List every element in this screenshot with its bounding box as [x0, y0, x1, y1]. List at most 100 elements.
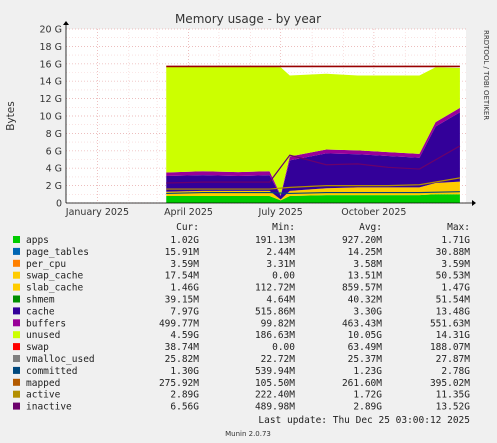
legend-swatch-active: [13, 390, 20, 398]
legend-max-value: 11.35G: [436, 390, 471, 401]
legend-avg-value: 1.23G: [353, 366, 382, 377]
legend-swatch-shmem: [13, 295, 20, 303]
y-tick-label: 16 G: [40, 59, 62, 70]
legend-min-value: 539.94M: [255, 366, 295, 377]
legend-swatch-swap: [13, 343, 20, 351]
legend-max-value: 1.47G: [441, 283, 470, 294]
legend-avg-value: 14.25M: [348, 247, 383, 258]
legend-max-value: 2.78G: [441, 366, 470, 377]
legend-min-value: 515.86M: [255, 306, 295, 317]
legend-header-min: Min:: [272, 222, 295, 233]
legend-swatch-apps: [13, 236, 20, 243]
legend-swatch-vmalloc-used: [13, 355, 20, 362]
y-tick-label: 2 G: [46, 181, 62, 192]
legend-cur-value: 2.89G: [170, 390, 199, 401]
y-tick-label: 0: [56, 199, 62, 210]
legend-cur-value: 3.59M: [170, 259, 199, 270]
legend-swatch-mapped: [13, 378, 20, 386]
legend-avg-value: 10.05G: [348, 330, 383, 341]
legend-min-value: 0.00: [272, 342, 295, 353]
legend: Cur: Min: Avg: Max:apps 1.02G 191.13M 927.20M 1…: [13, 222, 470, 413]
area-slab-cache: [166, 181, 460, 201]
legend-max-value: 50.53M: [436, 271, 471, 282]
legend-name: mapped: [26, 378, 60, 389]
legend-name: per_cpu: [26, 259, 66, 270]
legend-cur-value: 275.92M: [159, 378, 199, 389]
legend-name: swap_cache: [26, 271, 83, 282]
tick-labels: 0 2 G 4 G 6 G 8 G 10 G 12 G 14 G 16 G 18 G 20 G Jan…: [40, 25, 407, 219]
legend-name: apps: [26, 235, 49, 246]
legend-header-avg: Avg:: [359, 222, 382, 233]
line-series: [166, 65, 461, 195]
legend-cur-value: 38.74M: [165, 342, 200, 353]
chart-title: Memory usage - by year: [175, 12, 321, 26]
legend-cur-value: 4.59G: [170, 330, 199, 341]
area-buffers: [166, 107, 460, 197]
y-tick-label: 8 G: [46, 129, 62, 140]
x-tick-label: January 2025: [65, 207, 129, 218]
y-tick-label: 18 G: [40, 42, 62, 53]
legend-max-value: 551.63M: [430, 318, 470, 329]
legend-cur-value: 1.46G: [170, 283, 199, 294]
legend-cur-value: 1.02G: [170, 235, 199, 246]
legend-avg-value: 261.60M: [342, 378, 382, 389]
legend-name: unused: [26, 330, 60, 341]
legend-cur-value: 15.91M: [165, 247, 200, 258]
legend-swatch-buffers: [13, 319, 20, 327]
legend-max-value: 13.52G: [436, 402, 471, 413]
y-axis-label: Bytes: [5, 101, 17, 130]
area-cache: [166, 112, 460, 200]
legend-name: cache: [26, 306, 55, 317]
legend-min-value: 3.31M: [266, 259, 295, 270]
legend-swatch-unused: [13, 331, 20, 339]
y-tick-label: 20 G: [40, 25, 62, 36]
legend-name: shmem: [26, 295, 55, 306]
x-tick-label: October 2025: [341, 207, 406, 218]
area-unused: [166, 66, 460, 196]
legend-max-value: 13.48G: [436, 306, 471, 317]
legend-swatch-inactive: [13, 402, 20, 410]
legend-name: inactive: [26, 402, 72, 413]
axes: [63, 21, 476, 206]
legend-name: page_tables: [26, 247, 89, 258]
legend-min-value: 186.63M: [255, 330, 295, 341]
legend-avg-value: 463.43M: [342, 318, 382, 329]
x-tick-label: July 2025: [258, 207, 303, 218]
y-tick-label: 10 G: [40, 112, 62, 123]
legend-min-value: 191.13M: [255, 235, 295, 246]
legend-cur-value: 39.15M: [165, 295, 200, 306]
legend-max-value: 1.71G: [441, 235, 470, 246]
legend-name: slab_cache: [26, 283, 83, 294]
legend-name: committed: [26, 366, 77, 377]
last-update: Last update: Thu Dec 25 03:00:12 2025: [258, 415, 470, 426]
y-axis-arrow: [63, 21, 69, 25]
legend-min-value: 0.00: [272, 271, 295, 282]
legend-min-value: 489.98M: [255, 402, 295, 413]
line-committed: [166, 191, 460, 195]
legend-swatch-slab-cache: [13, 283, 20, 291]
legend-swatch-committed: [13, 366, 20, 374]
legend-max-value: 14.31G: [436, 330, 471, 341]
legend-swatch-cache: [13, 307, 20, 315]
legend-swatch-page-tables: [13, 247, 20, 255]
y-tick-label: 6 G: [46, 146, 62, 157]
legend-max-value: 30.88M: [436, 247, 471, 258]
legend-max-value: 3.59M: [441, 259, 470, 270]
legend-avg-value: 40.32M: [348, 295, 383, 306]
area-apps: [166, 194, 460, 203]
legend-cur-value: 6.56G: [170, 402, 199, 413]
legend-avg-value: 2.89G: [353, 402, 382, 413]
legend-header-cur: Cur:: [176, 222, 199, 233]
legend-min-value: 222.40M: [255, 390, 295, 401]
legend-swatch-swap-cache: [13, 271, 20, 279]
legend-max-value: 395.02M: [430, 378, 470, 389]
legend-name: buffers: [26, 318, 66, 329]
legend-name: swap: [26, 342, 49, 353]
legend-min-value: 99.82M: [261, 318, 296, 329]
y-tick-label: 4 G: [46, 164, 62, 175]
legend-cur-value: 499.77M: [159, 318, 199, 329]
legend-avg-value: 3.30G: [353, 306, 382, 317]
legend-max-value: 188.07M: [430, 342, 470, 353]
stacked-areas: [166, 66, 460, 203]
